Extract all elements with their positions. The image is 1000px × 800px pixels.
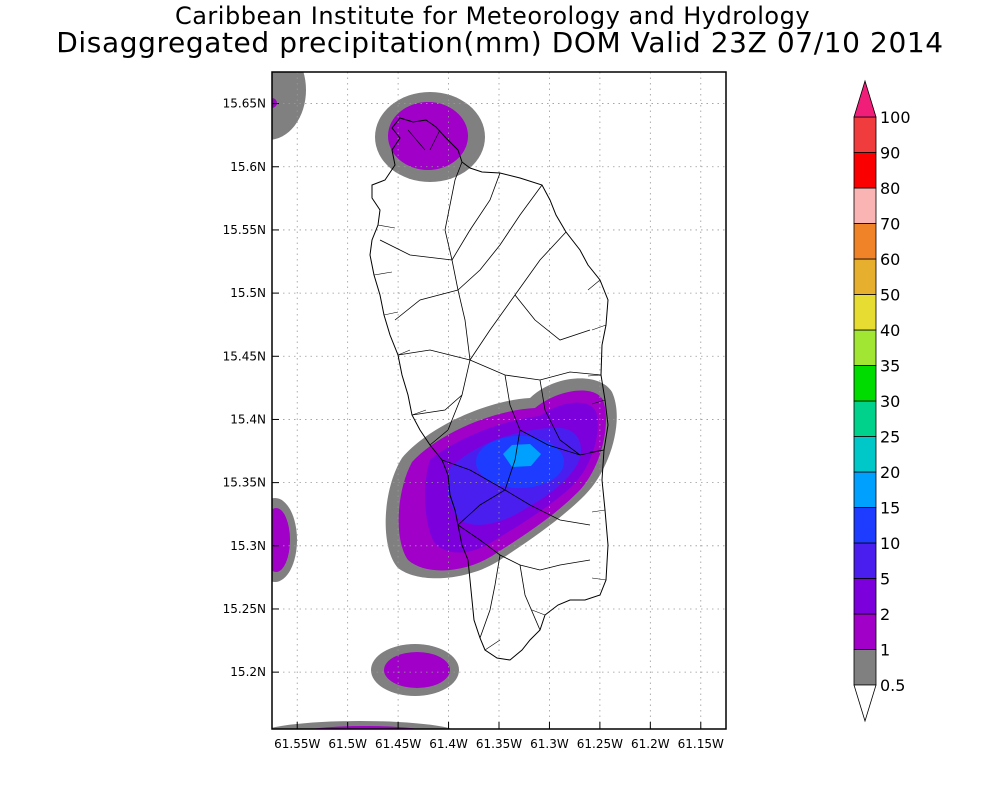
y-tick-label: 15.2N <box>230 665 266 679</box>
x-tick-label: 61.35W <box>476 737 522 751</box>
precip-purple-southwest <box>384 652 450 688</box>
colorbar-label: 2 <box>880 605 890 624</box>
x-tick-label: 61.15W <box>678 737 724 751</box>
colorbar-label: 70 <box>880 215 900 234</box>
precip-grey-bottom-edge <box>272 721 453 729</box>
colorbar-segment <box>853 294 877 331</box>
colorbar-label: 50 <box>880 286 900 305</box>
colorbar-label: 80 <box>880 179 900 198</box>
precip-purple-north <box>388 102 468 170</box>
colorbar-label: 15 <box>880 499 900 518</box>
precip-cyan-core <box>503 444 541 467</box>
colorbar-segment <box>853 436 877 473</box>
map-background <box>272 72 726 729</box>
colorbar-segment <box>853 613 877 650</box>
colorbar-segment <box>853 542 877 579</box>
precip-purple-top-left-corner <box>272 98 277 108</box>
colorbar-label: 90 <box>880 144 900 163</box>
colorbar-label: 40 <box>880 321 900 340</box>
y-tick-label: 15.6N <box>230 160 266 174</box>
chart-title: Caribbean Institute for Meteorology and … <box>174 2 811 30</box>
colorbar-label: 1 <box>880 641 890 660</box>
x-tick-label: 61.2W <box>631 737 670 751</box>
colorbar-segment <box>853 258 877 295</box>
precipitation-field <box>272 72 617 729</box>
x-axis: 61.55W 61.5W 61.45W 61.4W 61.35W 61.3W 61.25W 6… <box>274 722 724 751</box>
colorbar-over-arrow <box>853 79 877 118</box>
precip-purple-west-edge <box>272 508 290 572</box>
grid-lines <box>272 72 726 729</box>
y-tick-label: 15.25N <box>223 602 266 616</box>
colorbar-label: 0.5 <box>880 676 905 695</box>
colorbar-label: 100 <box>880 108 911 127</box>
island-outline <box>369 117 609 661</box>
colorbar-segment <box>853 223 877 260</box>
colorbar-label: 5 <box>880 570 890 589</box>
drainage-network <box>379 161 605 639</box>
x-tick-label: 61.3W <box>530 737 569 751</box>
colorbar-segment <box>853 649 877 686</box>
colorbar-segment <box>853 471 877 508</box>
y-tick-label: 15.3N <box>230 539 266 553</box>
x-tick-label: 61.5W <box>328 737 367 751</box>
y-tick-label: 15.35N <box>223 476 266 490</box>
y-tick-label: 15.65N <box>223 97 266 111</box>
x-tick-label: 61.55W <box>274 737 320 751</box>
colorbar-segment <box>853 365 877 402</box>
colorbar-label: 25 <box>880 428 900 447</box>
colorbar-segment <box>853 116 877 153</box>
colorbar-label: 10 <box>880 534 900 553</box>
y-axis: 15.65N 15.6N 15.55N 15.5N 15.45N 15.4N 15.35N 1… <box>223 97 279 679</box>
colorbar-under-arrow <box>853 684 877 723</box>
colorbar-segment <box>853 578 877 615</box>
coastal-streams <box>373 129 607 651</box>
colorbar-segment <box>853 507 877 544</box>
y-tick-label: 15.5N <box>230 286 266 300</box>
y-tick-label: 15.45N <box>223 349 266 363</box>
colorbar-segment <box>853 400 877 437</box>
colorbar-label: 60 <box>880 250 900 269</box>
chart-subtitle: Disaggregated precipitation(mm) DOM Vali… <box>56 26 944 59</box>
colorbar-segment <box>853 152 877 189</box>
colorbar-segment <box>853 187 877 224</box>
x-tick-label: 61.45W <box>375 737 421 751</box>
precip-grey-top-left-corner <box>272 72 306 140</box>
y-tick-label: 15.55N <box>223 223 266 237</box>
colorbar-label: 35 <box>880 357 900 376</box>
x-tick-label: 61.4W <box>429 737 468 751</box>
colorbar-label: 30 <box>880 392 900 411</box>
y-tick-label: 15.4N <box>230 412 266 426</box>
colorbar-label: 20 <box>880 463 900 482</box>
x-tick-label: 61.25W <box>577 737 623 751</box>
colorbar-segment <box>853 329 877 366</box>
